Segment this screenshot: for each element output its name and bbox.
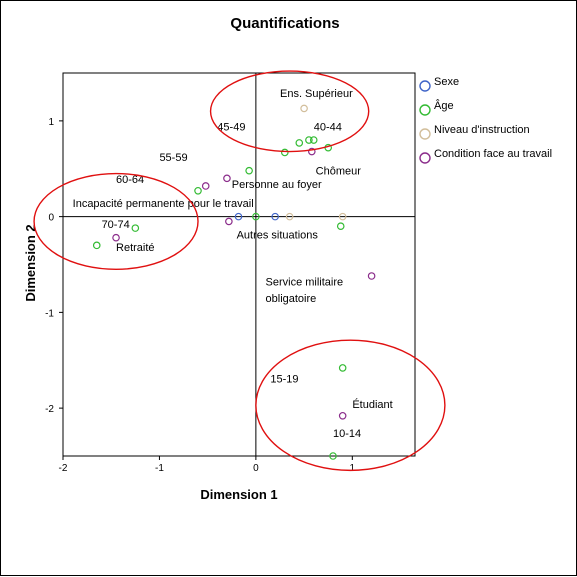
y-tick-label: -2 bbox=[45, 404, 54, 415]
plot-area: -2 -1 0 1 -2 -1 0 1 Ens. Supérieur 45-49 40-44 55-5… bbox=[33, 70, 446, 474]
point-ge bbox=[336, 222, 345, 231]
point-ge bbox=[281, 148, 289, 157]
point-ge bbox=[338, 364, 347, 372]
point-label: 70-74 bbox=[102, 219, 130, 231]
y-tick-label: 1 bbox=[48, 117, 54, 128]
point-sexe bbox=[271, 212, 279, 221]
point-label: Personne au foyer bbox=[232, 179, 322, 191]
legend-marker bbox=[419, 128, 431, 140]
point-label: obligatoire bbox=[266, 293, 317, 305]
point-ge bbox=[245, 166, 253, 175]
point-label: 40-44 bbox=[314, 121, 342, 133]
point-condition-face-au-travail bbox=[308, 147, 316, 156]
x-axis-label: Dimension 1 bbox=[200, 487, 277, 502]
point-niveau-d-instruction bbox=[300, 104, 308, 113]
point-ge bbox=[295, 139, 304, 147]
point-ge bbox=[329, 452, 337, 460]
point-ge bbox=[194, 186, 202, 195]
point-condition-face-au-travail bbox=[367, 272, 376, 280]
chart-title: Quantifications bbox=[230, 15, 339, 32]
point-condition-face-au-travail bbox=[112, 233, 120, 242]
legend-label: Condition face au travail bbox=[434, 148, 552, 160]
point-label: 45-49 bbox=[217, 121, 245, 133]
point-ge bbox=[131, 224, 140, 232]
legend-label: Âge bbox=[434, 99, 454, 112]
highlight-ellipse bbox=[209, 70, 370, 153]
highlight-ellipse bbox=[33, 172, 199, 270]
point-label: 60-64 bbox=[116, 174, 144, 186]
point-sexe bbox=[234, 212, 243, 221]
x-tick-label: -1 bbox=[155, 463, 164, 474]
legend: Sexe Âge Niveau d'instruction Condition fac… bbox=[419, 76, 552, 164]
highlight-ellipse bbox=[255, 339, 446, 472]
point-label: Retraité bbox=[116, 242, 155, 254]
point-niveau-d-instruction bbox=[285, 212, 294, 221]
legend-label: Sexe bbox=[434, 76, 459, 88]
point-condition-face-au-travail bbox=[338, 411, 347, 420]
legend-marker bbox=[419, 152, 431, 164]
legend-marker bbox=[419, 104, 431, 116]
point-label: Incapacité permanente pour le travail bbox=[73, 198, 254, 210]
x-tick-label: 0 bbox=[253, 463, 259, 474]
x-tick-label: -2 bbox=[59, 463, 68, 474]
plot-border bbox=[62, 72, 416, 457]
x-tick-label: 1 bbox=[350, 463, 356, 474]
point-label: 55-59 bbox=[159, 152, 187, 164]
y-tick-label: -1 bbox=[45, 308, 54, 319]
point-condition-face-au-travail bbox=[225, 217, 233, 226]
point-ge bbox=[309, 136, 318, 144]
point-ge bbox=[92, 241, 101, 250]
point-label: Chômeur bbox=[316, 165, 362, 177]
legend-label: Niveau d'instruction bbox=[434, 124, 530, 136]
point-condition-face-au-travail bbox=[201, 182, 210, 190]
y-axis-label: Dimension 2 bbox=[23, 224, 38, 301]
point-label: Étudiant bbox=[352, 398, 392, 411]
point-label: 10-14 bbox=[333, 428, 361, 440]
y-tick-label: 0 bbox=[48, 213, 54, 224]
point-label: Service militaire bbox=[266, 277, 344, 289]
point-ge bbox=[305, 136, 313, 144]
point-label: Autres situations bbox=[237, 230, 319, 242]
point-niveau-d-instruction bbox=[338, 212, 347, 221]
legend-marker bbox=[419, 80, 431, 92]
point-label: 15-19 bbox=[270, 373, 298, 385]
point-condition-face-au-travail bbox=[223, 174, 231, 183]
point-label: Ens. Supérieur bbox=[280, 88, 353, 100]
point-ge bbox=[252, 212, 260, 221]
